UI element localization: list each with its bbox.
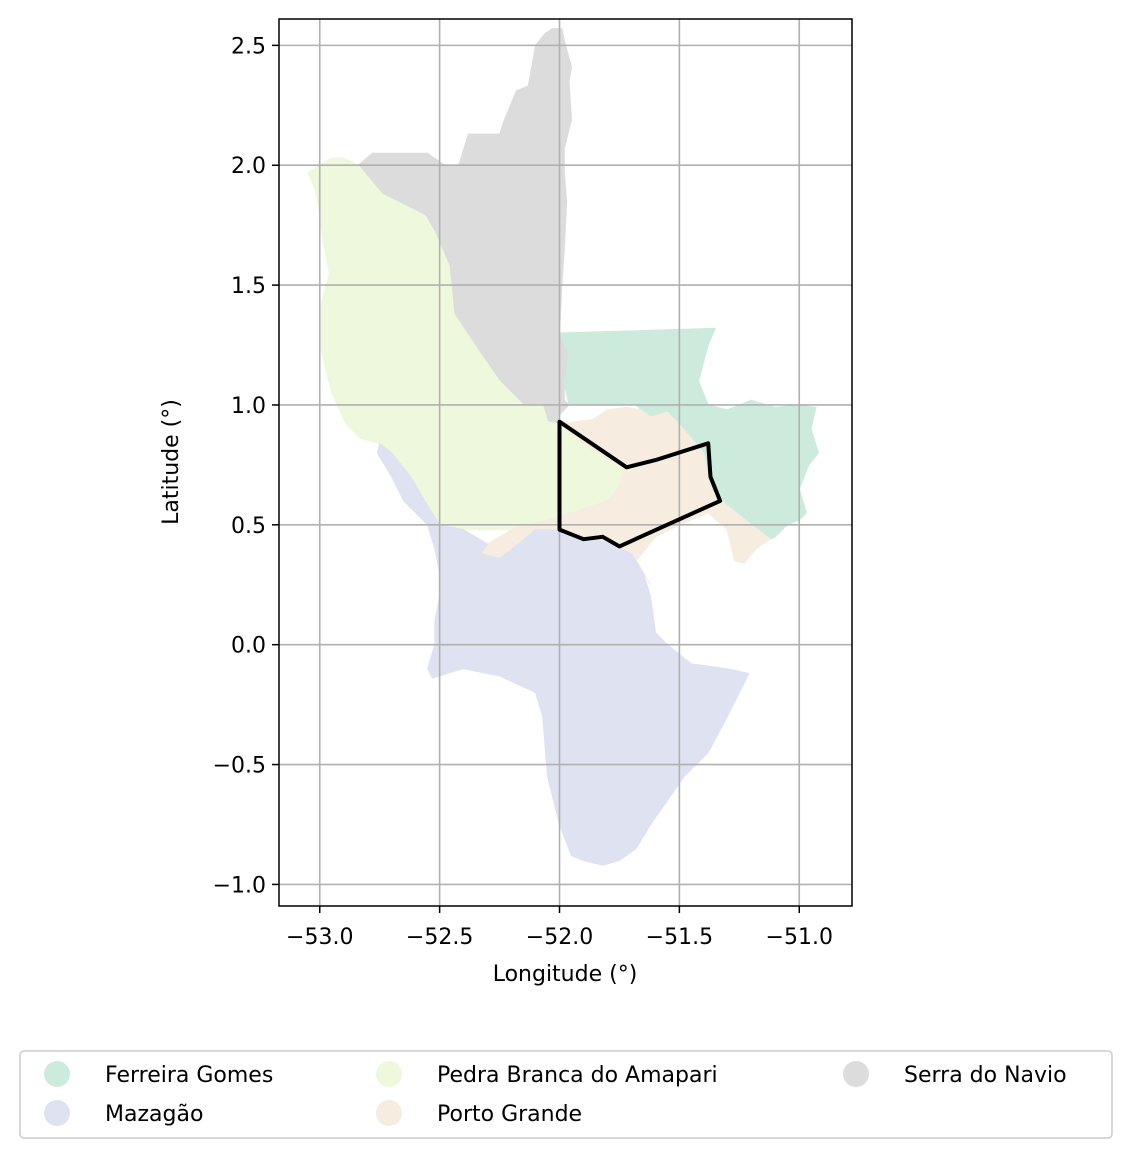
y-tick-label: −1.0	[213, 873, 266, 898]
x-axis-label: Longitude (°)	[493, 962, 638, 987]
legend-label: Ferreira Gomes	[105, 1063, 273, 1088]
x-tick-label: −52.5	[406, 925, 473, 950]
x-tick-label: −51.5	[646, 925, 713, 950]
legend: Ferreira Gomes Mazagão Pedra Branca do Ama…	[19, 1050, 1113, 1139]
y-tick-label: 1.5	[231, 274, 266, 299]
legend-label: Porto Grande	[437, 1102, 582, 1127]
highlight-boundary-line	[557, 419, 723, 549]
municipality-regions	[307, 28, 819, 866]
legend-entry-ferreira-gomes: Ferreira Gomes	[44, 1061, 273, 1088]
x-tick-label: −51.0	[766, 925, 833, 950]
legend-entry-mazagao: Mazagão	[44, 1100, 203, 1127]
legend-label: Mazagão	[105, 1102, 203, 1127]
legend-marker	[44, 1061, 70, 1087]
x-tick-label: −52.0	[526, 925, 593, 950]
legend-frame	[19, 1050, 1113, 1139]
legend-label: Pedra Branca do Amapari	[437, 1063, 718, 1088]
legend-label: Serra do Navio	[904, 1063, 1067, 1088]
x-tick-label: −53.0	[286, 925, 353, 950]
region-porto-grande	[479, 406, 772, 586]
legend-marker	[376, 1100, 402, 1126]
y-tick-label: 1.0	[231, 394, 266, 419]
y-axis-label: Latitude (°)	[159, 399, 184, 525]
legend-marker	[44, 1100, 70, 1126]
legend-marker	[376, 1061, 402, 1087]
legend-entries: Ferreira Gomes Mazagão Pedra Branca do Ama…	[44, 1061, 1067, 1127]
axis-ticks: −53.0 −52.5 −52.0 −51.5 −51.0 2.5 2.0 1.5 1.0 0.5…	[213, 34, 833, 950]
y-tick-label: 0.0	[231, 634, 266, 659]
legend-entry-porto-grande: Porto Grande	[376, 1100, 582, 1127]
y-tick-label: 2.0	[231, 154, 266, 179]
highlight-boundary	[557, 419, 723, 549]
legend-marker	[843, 1061, 869, 1087]
y-tick-label: 0.5	[231, 514, 266, 539]
region-mazagao	[376, 442, 750, 866]
legend-entry-pedra-branca-do-amapari: Pedra Branca do Amapari	[376, 1061, 718, 1088]
y-tick-label: 2.5	[231, 34, 266, 59]
plot-frame	[278, 18, 853, 907]
legend-entry-serra-do-navio: Serra do Navio	[843, 1061, 1067, 1088]
y-tick-label: −0.5	[213, 754, 266, 779]
